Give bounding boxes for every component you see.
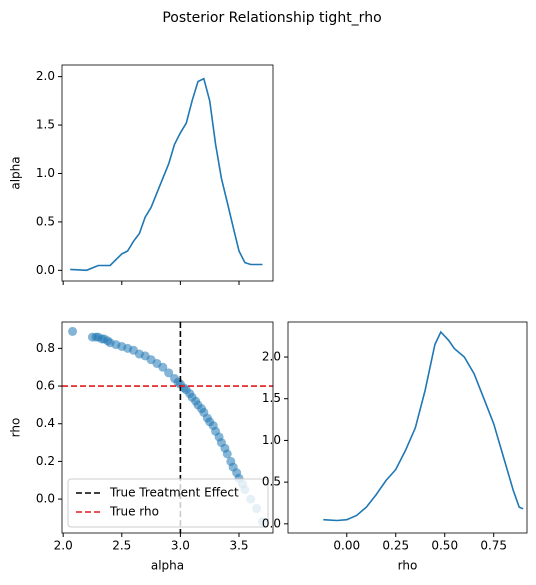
x-tick-label: 2.5: [112, 539, 131, 553]
kde-line: [323, 330, 524, 522]
scatter-point: [222, 449, 232, 459]
axes-frame: [61, 64, 274, 282]
y-axis-label: rho: [9, 418, 23, 438]
x-tick-label: 0.50: [431, 539, 458, 553]
x-tick-label: 0.75: [480, 539, 507, 553]
y-tick-label: 0.0: [36, 263, 55, 277]
kde-line: [70, 77, 263, 272]
y-tick-label: 0.2: [36, 454, 55, 468]
y-tick-label: 0.6: [36, 379, 55, 393]
figure-title: Posterior Relationship tight_rho: [162, 10, 381, 26]
y-tick-label: 1.0: [262, 433, 281, 447]
scatter-point: [164, 368, 174, 378]
x-tick-label: 3.5: [229, 539, 248, 553]
x-tick-label: 2.0: [54, 539, 73, 553]
y-tick-label: 0.8: [36, 341, 55, 355]
y-tick-label: 2.0: [262, 350, 281, 364]
axes-frame: [61, 321, 274, 534]
y-tick-label: 1.5: [262, 391, 281, 405]
y-tick-label: 0.0: [36, 492, 55, 506]
legend-box: [67, 478, 269, 528]
y-tick-label: 0.0: [262, 516, 281, 530]
y-tick-label: 0.4: [36, 416, 55, 430]
scatter-point: [68, 326, 78, 336]
legend-label: True rho: [109, 505, 159, 519]
y-tick-label: 0.5: [262, 475, 281, 489]
y-tick-label: 0.5: [36, 214, 55, 228]
axes-frame: [287, 321, 528, 534]
y-tick-label: 1.5: [36, 118, 55, 132]
y-tick-label: 1.0: [36, 166, 55, 180]
x-axis-label: rho: [398, 559, 418, 573]
y-tick-label: 2.0: [36, 69, 55, 83]
x-tick-label: 0.25: [382, 539, 409, 553]
x-tick-label: 0.00: [333, 539, 360, 553]
scatter-point: [158, 362, 168, 372]
x-tick-label: 3.0: [171, 539, 190, 553]
x-axis-label: alpha: [151, 559, 184, 573]
y-axis-label: alpha: [9, 156, 23, 189]
legend-label: True Treatment Effect: [109, 486, 239, 500]
